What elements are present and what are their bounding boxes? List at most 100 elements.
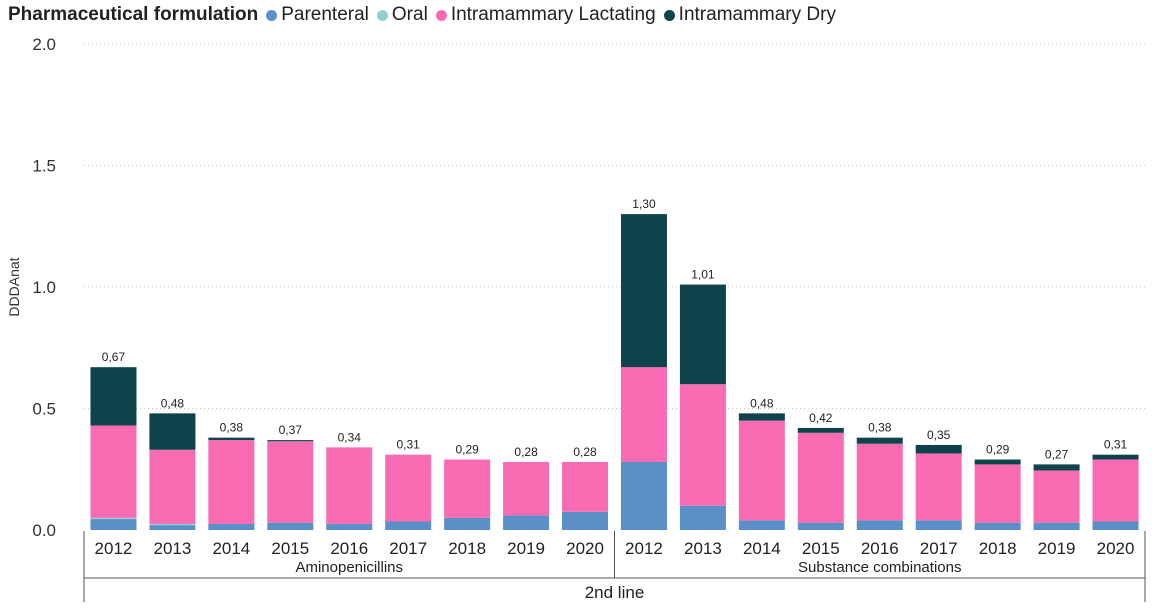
bar-segment	[149, 449, 196, 524]
bar-segment	[620, 367, 667, 462]
bar-segment	[444, 459, 491, 518]
x-tick-label: 2017	[920, 539, 958, 558]
bar-segment	[679, 284, 726, 385]
y-tick-label: 1.5	[32, 157, 56, 176]
data-label: 1,01	[691, 268, 715, 282]
data-label: 0,28	[573, 445, 597, 459]
bar-segment	[974, 459, 1021, 465]
legend-swatch-oral	[376, 9, 388, 21]
bar-segment	[915, 453, 962, 521]
bar-segment	[1033, 522, 1080, 530]
y-tick-label: 2.0	[32, 35, 56, 54]
bar-segment	[267, 441, 314, 523]
x-tick-label: 2016	[330, 539, 368, 558]
data-label: 0,38	[868, 421, 892, 435]
bar-segment	[620, 214, 667, 368]
x-tick-label: 2014	[212, 539, 250, 558]
bar-segment	[1092, 454, 1139, 460]
x-tick-label: 2020	[1097, 539, 1135, 558]
data-label: 0,29	[455, 443, 479, 457]
data-label: 0,28	[514, 445, 538, 459]
legend-swatch-intramammary-lactating	[435, 9, 447, 21]
bar-segment	[326, 447, 373, 524]
legend-swatch-parenteral	[266, 9, 278, 21]
bar-segment	[385, 454, 432, 522]
data-label: 0,42	[809, 411, 833, 425]
legend-item-parenteral[interactable]: Parenteral	[266, 4, 369, 26]
bar-segment	[856, 520, 903, 530]
bar-segment	[915, 444, 962, 454]
legend-title: Pharmaceutical formulation	[8, 4, 259, 25]
bar-segment	[562, 511, 609, 530]
bar-segment	[974, 522, 1021, 530]
bar-segment	[738, 413, 785, 421]
bar-segment	[856, 437, 903, 444]
bar-segment	[797, 427, 844, 433]
x-tick-label: 2019	[507, 539, 545, 558]
group-label: Substance combinations	[798, 559, 961, 576]
x-tick-label: 2018	[979, 539, 1017, 558]
bar-segment	[1033, 464, 1080, 471]
bar-segment	[149, 413, 196, 450]
x-tick-label: 2017	[389, 539, 427, 558]
legend-item-intramammary-dry[interactable]: Intramammary Dry	[663, 4, 836, 26]
legend-item-intramammary-lactating[interactable]: Intramammary Lactating	[435, 4, 656, 26]
bar-segment	[797, 522, 844, 530]
x-tick-label: 2013	[154, 539, 192, 558]
supergroup-label: 2nd line	[585, 583, 645, 602]
data-label: 1,30	[632, 197, 656, 211]
x-tick-label: 2016	[861, 539, 899, 558]
bar-segment	[267, 440, 314, 442]
x-tick-label: 2014	[743, 539, 781, 558]
data-label: 0,35	[927, 428, 951, 442]
data-label: 0,31	[397, 438, 421, 452]
bar-segment	[444, 517, 491, 530]
bar-segment	[326, 523, 373, 530]
bar-segment	[208, 523, 255, 530]
legend-swatch-intramammary-dry	[663, 9, 675, 21]
y-tick-label: 0.5	[32, 400, 56, 419]
legend-label-intramammary-dry: Intramammary Dry	[678, 4, 836, 25]
bar-segment	[738, 520, 785, 530]
data-label: 0,48	[161, 396, 185, 410]
bar-segment	[562, 461, 609, 512]
data-label: 0,48	[750, 396, 774, 410]
bar-segment	[679, 505, 726, 530]
x-tick-label: 2015	[802, 539, 840, 558]
legend-item-oral[interactable]: Oral	[376, 4, 428, 26]
bar-segment	[1092, 521, 1139, 530]
x-tick-label: 2018	[448, 539, 486, 558]
bar-segment	[620, 461, 667, 530]
bar-segment	[267, 522, 314, 530]
data-label: 0,37	[279, 423, 303, 437]
bar-segment	[679, 384, 726, 506]
bar-segment	[503, 461, 550, 516]
y-axis-label: DDDAnat	[6, 257, 22, 316]
data-label: 0,38	[220, 421, 244, 435]
x-tick-label: 2012	[625, 539, 663, 558]
bar-segment	[856, 443, 903, 521]
data-label: 0,31	[1104, 438, 1128, 452]
legend-label-oral: Oral	[391, 4, 428, 25]
bar-segment	[208, 437, 255, 441]
bar-segment	[974, 464, 1021, 523]
bar-segment	[90, 519, 137, 530]
x-tick-label: 2020	[566, 539, 604, 558]
x-tick-label: 2012	[95, 539, 133, 558]
bar-segment	[738, 420, 785, 521]
y-tick-label: 0.0	[32, 521, 56, 540]
data-label: 0,67	[102, 350, 126, 364]
group-label: Aminopenicillins	[295, 559, 403, 576]
bar-segment	[208, 440, 255, 524]
bar-segment	[503, 515, 550, 530]
data-label: 0,27	[1045, 447, 1069, 461]
bar-segment	[90, 367, 137, 426]
bar-segment	[915, 520, 962, 530]
bar-segment	[385, 521, 432, 530]
bar-segment	[1092, 459, 1139, 522]
x-tick-label: 2013	[684, 539, 722, 558]
x-tick-label: 2019	[1038, 539, 1076, 558]
bar-segment	[149, 525, 196, 530]
legend-label-intramammary-lactating: Intramammary Lactating	[450, 4, 656, 25]
